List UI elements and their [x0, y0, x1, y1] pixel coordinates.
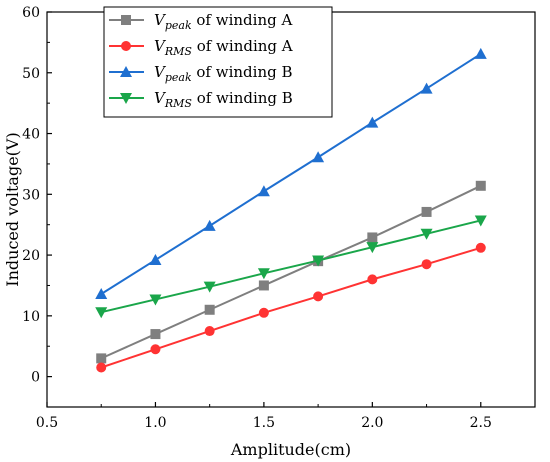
x-axis-title: Amplitude(cm) — [230, 440, 351, 459]
legend-marker — [121, 41, 131, 51]
data-point — [150, 329, 161, 340]
data-point — [312, 151, 325, 163]
data-point — [367, 274, 378, 285]
data-point — [366, 242, 379, 254]
x-tick-label: 1.5 — [253, 415, 275, 431]
legend-label: Vpeak of winding B — [154, 63, 293, 84]
data-point — [475, 180, 486, 191]
data-point — [421, 259, 432, 270]
data-point — [150, 344, 161, 355]
data-point — [475, 242, 486, 253]
series-line — [100, 184, 482, 360]
data-point — [474, 47, 487, 59]
data-point — [258, 280, 269, 291]
data-point — [96, 362, 107, 373]
data-point — [149, 253, 162, 265]
data-point — [474, 215, 487, 227]
legend-label: Vpeak of winding A — [154, 11, 292, 32]
series-2 — [95, 47, 487, 299]
data-point — [420, 82, 433, 94]
y-tick-label: 50 — [22, 66, 40, 82]
legend-marker — [120, 66, 132, 77]
data-point — [420, 228, 433, 240]
series-1 — [96, 242, 486, 373]
legend-marker — [121, 15, 131, 25]
y-tick-label: 30 — [22, 187, 40, 203]
legend-entry: VRMS of winding A — [109, 37, 293, 58]
data-point — [257, 185, 270, 197]
x-axis: 0.5 1.0 1.5 2.0 2.5 — [36, 402, 492, 431]
series-line — [100, 219, 482, 314]
data-point — [367, 232, 378, 243]
legend-entry: VRMS of winding B — [109, 89, 293, 110]
data-point — [203, 281, 216, 293]
y-tick-label: 60 — [22, 5, 40, 21]
series-3 — [95, 215, 487, 319]
data-point — [95, 287, 108, 299]
data-point — [204, 304, 215, 315]
data-point — [312, 255, 325, 267]
data-point — [313, 291, 324, 302]
data-point — [95, 307, 108, 319]
data-point — [366, 116, 379, 128]
series-line — [100, 53, 482, 295]
legend-label: VRMS of winding B — [154, 89, 293, 110]
data-point — [149, 294, 162, 306]
y-tick-label: 0 — [31, 370, 40, 386]
y-tick-label: 40 — [22, 127, 40, 143]
data-point — [257, 268, 270, 280]
data-point — [258, 307, 269, 318]
y-axis: 0 10 20 30 40 50 60 — [22, 5, 52, 386]
legend-marker — [120, 93, 132, 104]
data-point — [421, 206, 432, 217]
data-point — [96, 353, 107, 364]
y-tick-label: 20 — [22, 248, 40, 264]
data-point — [203, 219, 216, 231]
legend-entry: Vpeak of winding A — [109, 11, 292, 32]
series-0 — [96, 180, 486, 364]
series-line — [100, 246, 482, 369]
legend-entry: Vpeak of winding B — [109, 63, 293, 84]
y-axis-title: Induced voltage(V) — [3, 132, 22, 286]
x-tick-label: 2.0 — [361, 415, 383, 431]
y-tick-label: 10 — [22, 309, 40, 325]
series-layer — [95, 47, 487, 373]
x-tick-label: 2.5 — [470, 415, 492, 431]
legend-label: VRMS of winding A — [154, 37, 293, 58]
data-point — [204, 326, 215, 337]
x-tick-label: 1.0 — [144, 415, 166, 431]
legend: Vpeak of winding A VRMS of winding A Vpeak… — [103, 6, 333, 118]
x-tick-label: 0.5 — [36, 415, 58, 431]
